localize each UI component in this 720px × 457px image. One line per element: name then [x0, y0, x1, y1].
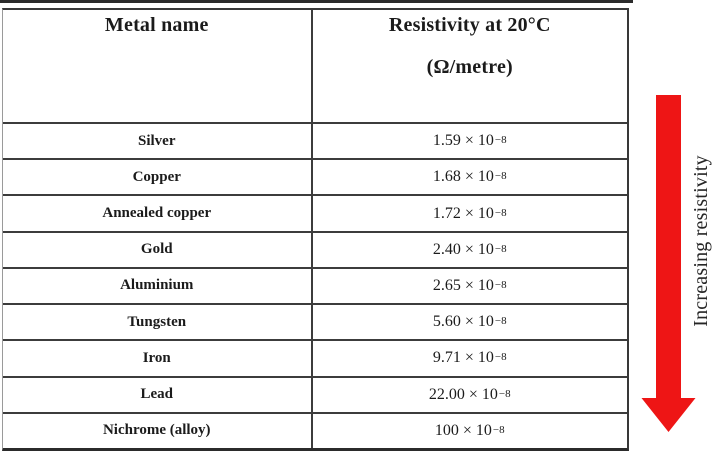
value-base: 1.59 × 10	[432, 132, 494, 150]
value-base: 1.72 × 10	[432, 204, 494, 222]
table-row: Nichrome (alloy) 100 × 10 −8	[3, 411, 627, 448]
table-row: Lead 22.00 × 10 −8	[3, 375, 627, 412]
value-base: 22.00 × 10	[428, 385, 498, 403]
resistivity-value-cell: 1.68 × 10 −8	[432, 168, 507, 186]
metal-name-cell: Annealed copper	[3, 196, 313, 231]
resistivity-value-cell: 100 × 10 −8	[434, 421, 505, 439]
table-header-row: Metal name Resistivity at 20°C (Ω/metre)	[3, 10, 627, 122]
metal-name-cell: Nichrome (alloy)	[3, 413, 313, 448]
resistivity-value-cell: 1.72 × 10 −8	[432, 204, 507, 222]
value-base: 2.65 × 10	[432, 276, 494, 294]
value-base: 1.68 × 10	[432, 168, 494, 186]
header-resistivity-line1: Resistivity at 20°C	[388, 14, 551, 36]
header-resistivity-line2: (Ω/metre)	[426, 56, 513, 78]
resistivity-value-cell: 2.65 × 10 −8	[432, 276, 507, 294]
resistivity-value-cell: 1.59 × 10 −8	[432, 132, 507, 150]
value-base: 9.71 × 10	[432, 349, 494, 367]
table-row: Annealed copper 1.72 × 10 −8	[3, 194, 627, 231]
metal-name-cell: Aluminium	[3, 268, 313, 304]
value-base: 100 × 10	[434, 421, 492, 439]
resistivity-value-cell: 5.60 × 10 −8	[432, 313, 507, 331]
metal-name-cell: Lead	[3, 377, 313, 412]
increasing-resistivity-label: Increasing resistivity	[690, 155, 712, 327]
metal-name-cell: Gold	[3, 232, 313, 267]
resistivity-table: Metal name Resistivity at 20°C (Ω/metre)…	[2, 8, 629, 451]
table-row: Iron 9.71 × 10 −8	[3, 339, 627, 376]
value-base: 2.40 × 10	[432, 240, 494, 258]
resistivity-value-cell: 9.71 × 10 −8	[432, 349, 507, 367]
table-row: Silver 1.59 × 10 −8	[3, 122, 627, 159]
table-row: Gold 2.40 × 10 −8	[3, 230, 627, 267]
table-row: Tungsten 5.60 × 10 −8	[3, 303, 627, 340]
metal-name-cell: Iron	[3, 341, 313, 376]
metal-name-cell: Tungsten	[3, 305, 313, 340]
metal-name-cell: Copper	[3, 160, 313, 195]
header-metal-name: Metal name	[3, 10, 313, 122]
table-row: Copper 1.68 × 10 −8	[3, 158, 627, 195]
header-resistivity: Resistivity at 20°C (Ω/metre)	[313, 10, 628, 122]
top-edge-line	[0, 0, 633, 3]
table-row: Aluminium 2.65 × 10 −8	[3, 266, 627, 304]
metal-name-cell: Silver	[3, 124, 313, 159]
header-metal-name-label: Metal name	[104, 14, 209, 36]
resistivity-value-cell: 2.40 × 10 −8	[432, 240, 507, 258]
increasing-resistivity-arrow-icon	[641, 95, 696, 432]
resistivity-value-cell: 22.00 × 10 −8	[428, 385, 511, 403]
value-base: 5.60 × 10	[432, 313, 494, 331]
